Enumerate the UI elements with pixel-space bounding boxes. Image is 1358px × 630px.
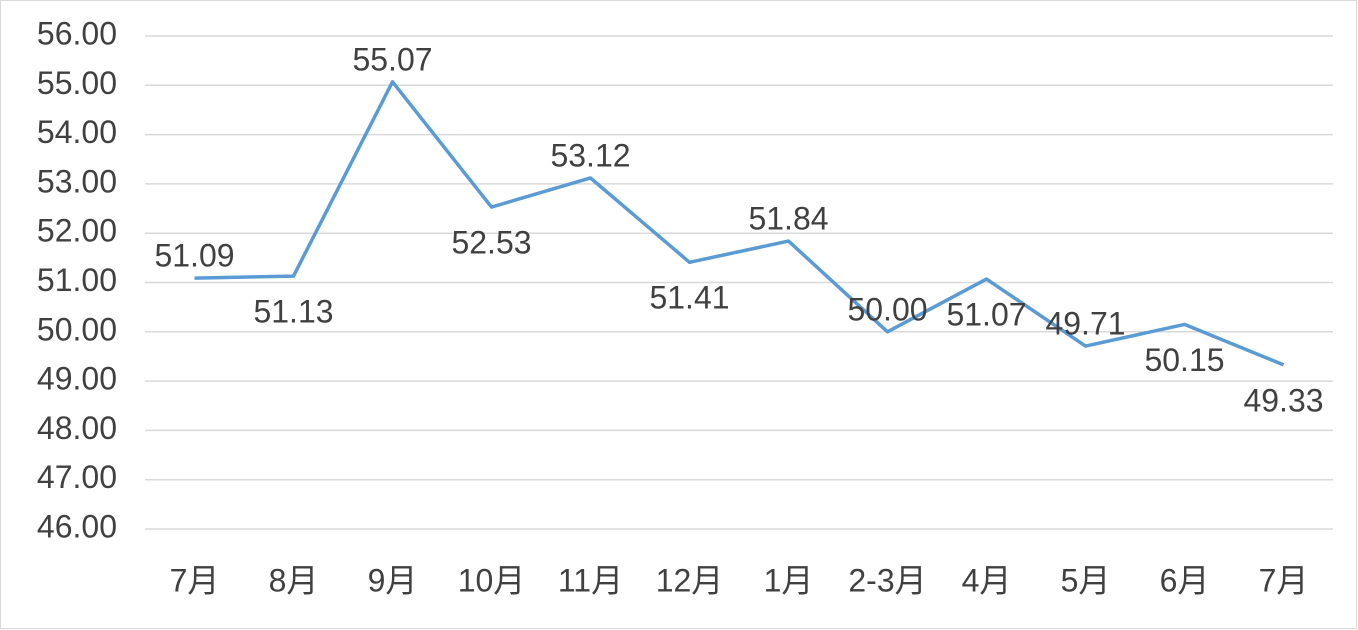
y-tick-label: 46.00 xyxy=(37,508,117,544)
data-label: 51.41 xyxy=(649,280,729,316)
y-tick-label: 55.00 xyxy=(37,65,117,101)
data-label: 51.84 xyxy=(748,201,828,237)
data-label: 51.07 xyxy=(946,297,1026,333)
x-tick-label: 7月 xyxy=(1259,562,1309,598)
x-tick-label: 7月 xyxy=(170,562,220,598)
x-tick-label: 1月 xyxy=(764,562,814,598)
x-tick-label: 5月 xyxy=(1061,562,1111,598)
y-tick-label: 48.00 xyxy=(37,410,117,446)
data-label: 50.00 xyxy=(847,291,927,327)
y-tick-label: 47.00 xyxy=(37,459,117,495)
x-tick-label: 10月 xyxy=(458,562,526,598)
x-tick-label: 6月 xyxy=(1160,562,1210,598)
x-tick-label: 4月 xyxy=(962,562,1012,598)
y-tick-label: 53.00 xyxy=(37,163,117,199)
y-tick-label: 51.00 xyxy=(37,262,117,298)
y-tick-label: 52.00 xyxy=(37,213,117,249)
data-label: 49.33 xyxy=(1243,382,1323,418)
data-label: 49.71 xyxy=(1045,306,1125,342)
x-tick-label: 8月 xyxy=(269,562,319,598)
y-tick-label: 49.00 xyxy=(37,361,117,397)
x-tick-label: 12月 xyxy=(656,562,724,598)
y-tick-label: 56.00 xyxy=(37,15,117,51)
data-label: 55.07 xyxy=(352,41,432,77)
data-label: 51.09 xyxy=(154,238,234,274)
data-label: 52.53 xyxy=(451,225,531,261)
x-tick-label: 11月 xyxy=(558,562,623,598)
y-tick-label: 54.00 xyxy=(37,114,117,150)
x-tick-label: 9月 xyxy=(368,562,418,598)
data-label: 53.12 xyxy=(550,137,630,173)
x-tick-label: 2-3月 xyxy=(848,562,926,598)
data-label: 51.13 xyxy=(253,294,333,330)
data-label: 50.15 xyxy=(1144,342,1224,378)
line xyxy=(194,80,1285,367)
y-tick-label: 50.00 xyxy=(37,311,117,347)
